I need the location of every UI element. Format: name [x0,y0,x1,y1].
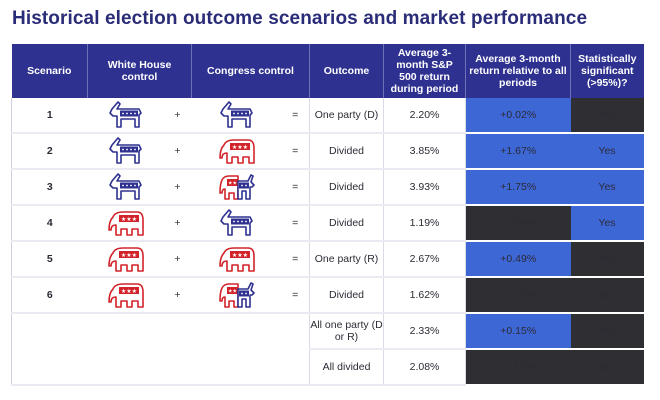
donkey-icon [108,101,142,128]
outcome-cell: Divided [309,169,384,206]
white-house-cell [87,133,164,170]
equals-sign: = [281,205,310,242]
donkey-icon [219,101,253,128]
table-row: 2 + = Divided 3.85% +1.67% Yes [11,133,644,170]
donkey-icon [108,173,142,200]
table-row: 5 + = One party (R) 2.67% +0.49% No [11,241,644,278]
header-relative: Average 3-month return relative to all p… [465,44,571,98]
summary-row: All one party (D or R) 2.33% +0.15% No [11,313,644,386]
table-row: 6 + = Divided 1.62% -0.67% No [11,277,644,314]
header-scenario: Scenario [11,44,88,98]
elephant-icon [107,283,144,308]
table-row: 4 + = Divided 1.19% -0.99% Yes [11,205,644,242]
scenario-number: 2 [11,133,88,170]
outcome-cell: Divided [309,205,384,242]
sp-return-cell: 1.62% [383,277,466,314]
equals-sign: = [281,133,310,170]
white-house-cell [87,241,164,278]
sp-return-cell: 3.85% [383,133,466,170]
significance-cell: No [570,98,644,134]
equals-sign: = [281,277,310,314]
plus-sign: + [163,169,192,206]
header-white-house: White House control [87,44,192,98]
plus-sign: + [163,98,192,134]
white-house-cell [87,169,164,206]
significance-cell: Yes [570,169,644,206]
plus-sign: + [163,277,192,314]
relative-return-cell: +1.67% [465,133,571,170]
scenario-number: 1 [11,98,88,134]
significance-cell: No [570,241,644,278]
outcome-cell: All one party (D or R) [309,313,384,350]
header-row: Scenario White House control Congress co… [11,44,644,98]
equals-sign: = [281,169,310,206]
relative-return-cell: -0.10% [465,349,571,386]
outcome-label: All one party (D or R) [310,319,383,343]
table-row: 1 + = One party (D) 2.20% +0.02% No [11,98,644,134]
outcome-cell: Divided [309,277,384,314]
congress-cell [191,277,282,314]
congress-cell [191,133,282,170]
header-outcome: Outcome [309,44,384,98]
outcome-cell: All divided [309,349,384,386]
plus-sign: + [163,133,192,170]
congress-cell [191,169,282,206]
elephant-icon [107,211,144,236]
white-house-cell [87,277,164,314]
donkey-icon [108,137,142,164]
scenario-table: Scenario White House control Congress co… [11,44,644,386]
outcome-cell: Divided [309,133,384,170]
donkey-icon [219,209,253,236]
scenario-number: 5 [11,241,88,278]
relative-return-cell: +0.15% [465,313,571,350]
congress-cell [191,205,282,242]
equals-sign: = [281,241,310,278]
elephant-icon [218,139,255,164]
relative-return-cell: -0.99% [465,205,571,242]
outcome-label: All divided [322,361,371,373]
sp-return-cell: 1.19% [383,205,466,242]
page-title: Historical election outcome scenarios an… [12,8,588,29]
significance-cell: Yes [570,133,644,170]
congress-cell [191,98,282,134]
outcome-cell: One party (R) [309,241,384,278]
equals-sign: = [281,98,310,134]
split-elephant-donkey-icon [218,282,255,308]
header-congress: Congress control [191,44,310,98]
sp-return-cell: 2.67% [383,241,466,278]
outcome-cell: One party (D) [309,98,384,134]
relative-return-cell: -0.67% [465,277,571,314]
table-row: 3 + = Divided 3.93% +1.75% Yes [11,169,644,206]
congress-cell [191,241,282,278]
elephant-icon [107,247,144,272]
header-significant: Statistically significant (>95%)? [570,44,644,98]
scenario-number: 3 [11,169,88,206]
summary-row: All divided 2.08% -0.10% No [12,349,644,386]
sp-return-cell: 2.33% [383,313,466,350]
scenario-number: 4 [11,205,88,242]
sp-return-cell: 3.93% [383,169,466,206]
scenario-number: 6 [11,277,88,314]
header-sp-return: Average 3-month S&P 500 return during pe… [383,44,466,98]
summary-blank-cell [11,313,310,386]
white-house-cell [87,98,164,134]
plus-sign: + [163,241,192,278]
relative-return-cell: +1.75% [465,169,571,206]
significance-cell: No [570,313,644,350]
sp-return-cell: 2.08% [383,349,466,386]
white-house-cell [87,205,164,242]
sp-return-cell: 2.20% [383,98,466,134]
significance-cell: Yes [570,205,644,242]
significance-cell: No [570,277,644,314]
significance-cell: No [570,349,644,386]
plus-sign: + [163,205,192,242]
split-elephant-donkey-icon [218,174,255,200]
relative-return-cell: +0.49% [465,241,571,278]
relative-return-cell: +0.02% [465,98,571,134]
elephant-icon [218,247,255,272]
